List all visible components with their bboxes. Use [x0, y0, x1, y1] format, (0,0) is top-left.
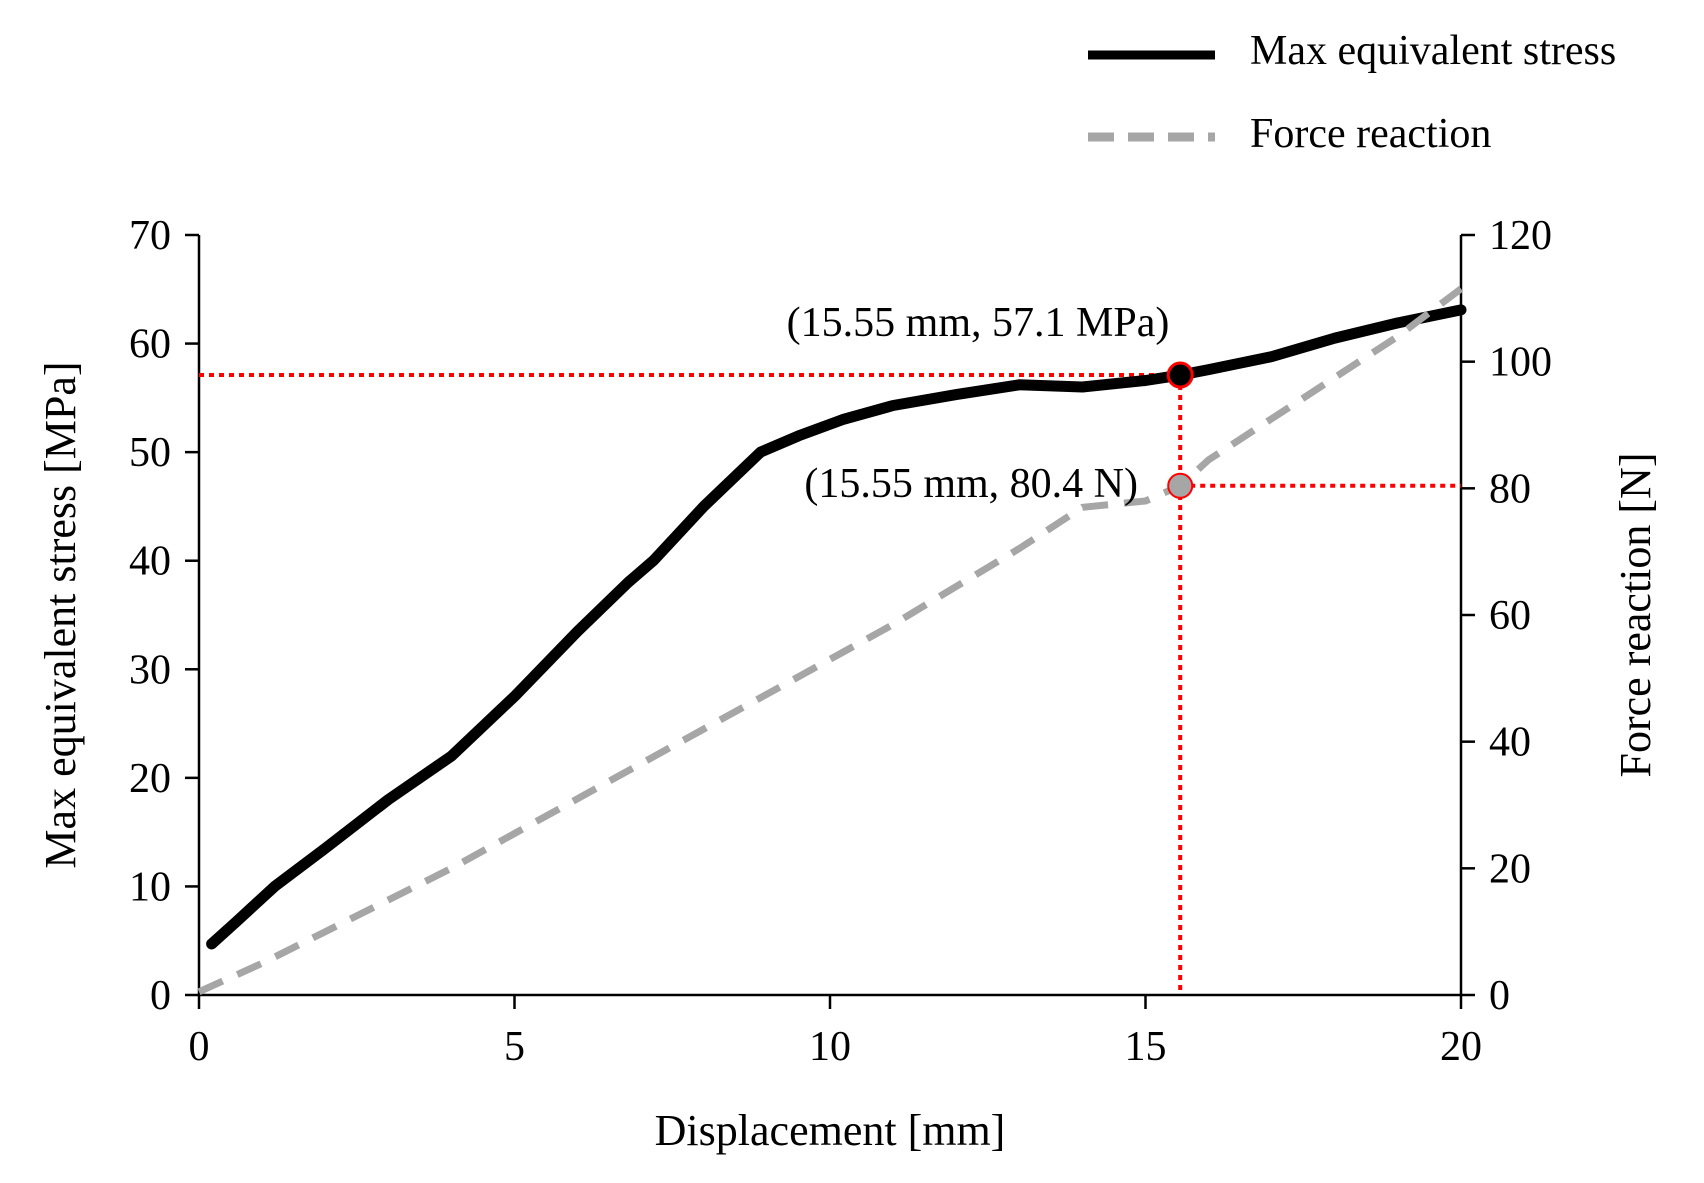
y2-tick-label: 40	[1489, 720, 1531, 766]
y-tick-label: 50	[129, 430, 171, 476]
y2-tick-label: 20	[1489, 846, 1531, 892]
force-point-label: (15.55 mm, 80.4 N)	[804, 461, 1138, 507]
axes	[185, 233, 1475, 1009]
y2-tick-label: 60	[1489, 593, 1531, 639]
x-tick-label: 10	[809, 1024, 851, 1070]
annotation-markers	[1166, 361, 1194, 499]
x-tick-label: 0	[189, 1024, 210, 1070]
legend: Max equivalent stress Force reaction	[1088, 28, 1616, 157]
y-tick-label: 70	[129, 213, 171, 259]
y2-tick-label: 0	[1489, 973, 1510, 1019]
series-force-reaction	[197, 286, 1464, 995]
labels: 0 5 10 15 20010203040506070020406080100120Di…	[36, 213, 1660, 1155]
force-point-marker	[1167, 472, 1194, 499]
y-tick-label: 20	[129, 756, 171, 802]
y2-tick-label: 120	[1489, 213, 1552, 259]
series-layer	[197, 286, 1467, 995]
x-axis-title: Displacement [mm]	[655, 1106, 1006, 1155]
x-tick-label: 15	[1125, 1024, 1167, 1070]
x-tick-label: 5	[504, 1024, 525, 1070]
y-tick-label: 40	[129, 539, 171, 585]
y-axis-title: Max equivalent stress [MPa]	[36, 361, 85, 868]
y-tick-label: 30	[129, 647, 171, 693]
y-tick-label: 0	[150, 973, 171, 1019]
y2-tick-label: 100	[1489, 340, 1552, 386]
stress-point-marker	[1166, 361, 1194, 389]
y-tick-label: 60	[129, 322, 171, 368]
y2-tick-label: 80	[1489, 466, 1531, 512]
legend-label-stress: Max equivalent stress	[1250, 28, 1616, 74]
y-tick-label: 10	[129, 864, 171, 910]
x-tick-label: 20	[1440, 1024, 1482, 1070]
legend-label-force: Force reaction	[1250, 111, 1491, 157]
stress-point-label: (15.55 mm, 57.1 MPa)	[787, 300, 1170, 346]
y2-axis-title: Force reaction [N]	[1611, 453, 1660, 778]
series-max-equivalent-stress	[206, 304, 1467, 950]
